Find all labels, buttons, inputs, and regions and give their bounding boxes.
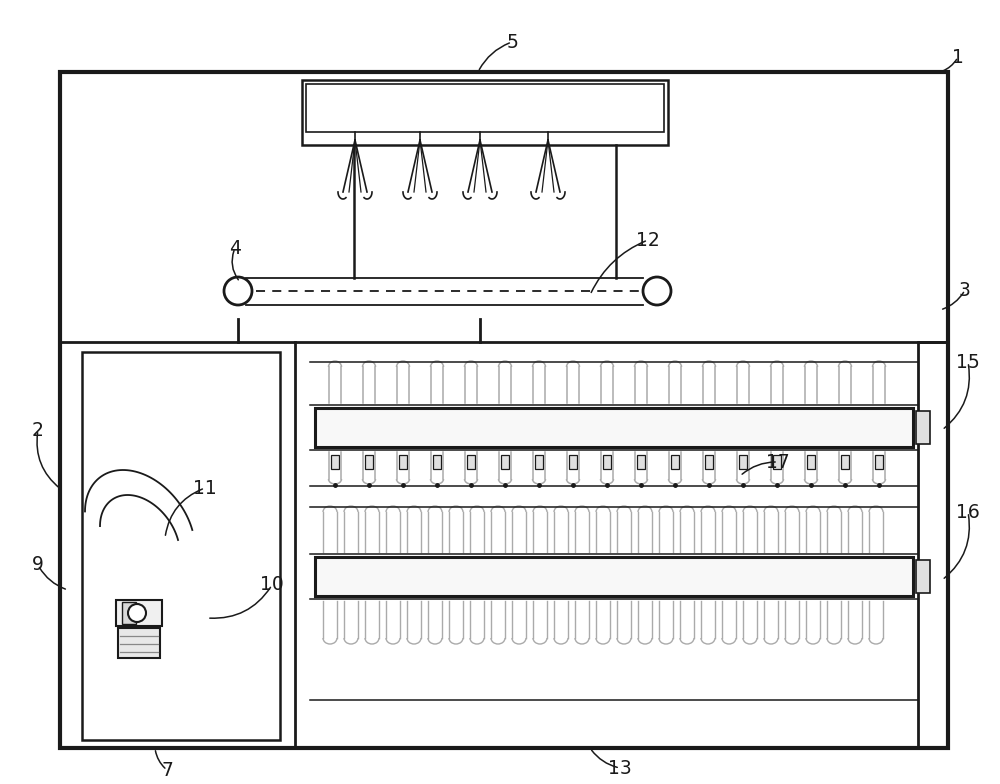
- Bar: [315, 408, 913, 447]
- Text: 17: 17: [766, 452, 790, 471]
- Bar: [467, 455, 475, 469]
- Circle shape: [643, 277, 671, 305]
- Text: 9: 9: [32, 556, 44, 575]
- Bar: [841, 455, 849, 469]
- Text: 3: 3: [959, 281, 971, 299]
- Bar: [302, 80, 668, 145]
- Bar: [918, 342, 948, 748]
- Bar: [116, 600, 162, 626]
- Text: 16: 16: [956, 503, 980, 521]
- Bar: [118, 628, 160, 658]
- Bar: [60, 72, 948, 748]
- Bar: [122, 602, 136, 624]
- Bar: [82, 352, 280, 740]
- Text: 1: 1: [952, 48, 964, 67]
- Bar: [705, 455, 713, 469]
- Text: 4: 4: [229, 238, 241, 257]
- Circle shape: [224, 277, 252, 305]
- Bar: [739, 455, 747, 469]
- Bar: [306, 84, 664, 132]
- Bar: [916, 560, 930, 593]
- Bar: [916, 411, 930, 444]
- Text: 10: 10: [260, 575, 284, 594]
- Bar: [399, 455, 407, 469]
- Text: 5: 5: [506, 32, 518, 52]
- Bar: [603, 455, 611, 469]
- Bar: [671, 455, 679, 469]
- Text: 13: 13: [608, 758, 632, 778]
- Text: 11: 11: [193, 478, 217, 498]
- Bar: [433, 455, 441, 469]
- Text: 7: 7: [161, 760, 173, 779]
- Text: 12: 12: [636, 230, 660, 249]
- Text: 15: 15: [956, 353, 980, 372]
- Bar: [637, 455, 645, 469]
- Bar: [315, 557, 913, 596]
- Text: 2: 2: [32, 420, 44, 440]
- Bar: [875, 455, 883, 469]
- Bar: [331, 455, 339, 469]
- Bar: [535, 455, 543, 469]
- Circle shape: [128, 604, 146, 622]
- Bar: [569, 455, 577, 469]
- Bar: [365, 455, 373, 469]
- Bar: [807, 455, 815, 469]
- Bar: [501, 455, 509, 469]
- Bar: [773, 455, 781, 469]
